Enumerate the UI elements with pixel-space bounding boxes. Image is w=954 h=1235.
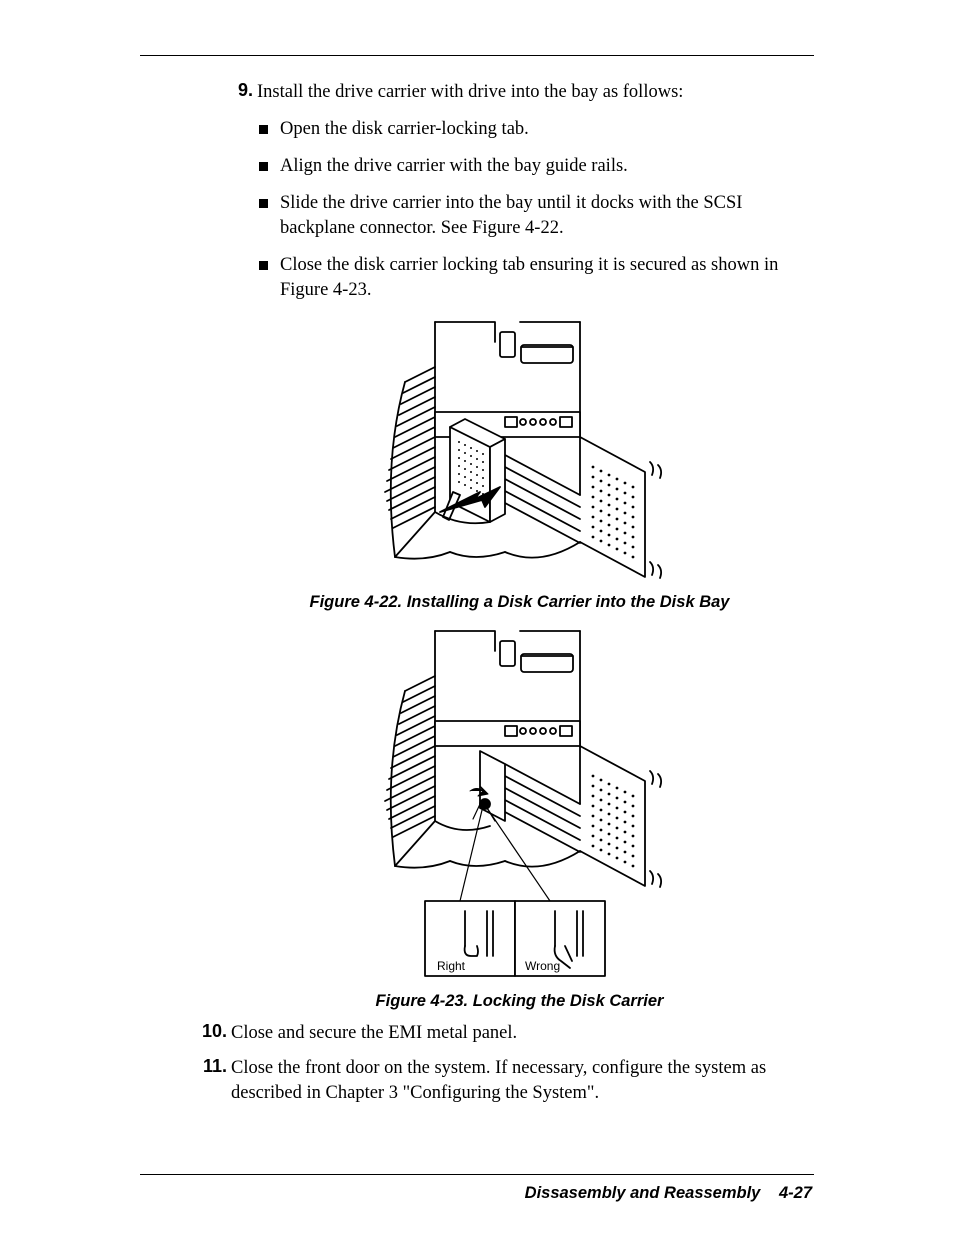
header-rule (140, 55, 814, 56)
bullet-square-icon (259, 125, 268, 134)
step-9-bullets: Open the disk carrier-locking tab. Align… (225, 117, 814, 303)
footer-page: 4-27 (779, 1184, 812, 1202)
drive-carrier-install-diagram (365, 317, 675, 587)
footer-section: Dissasembly and Reassembly (525, 1184, 761, 1202)
bullet-text: Open the disk carrier-locking tab. (280, 117, 814, 142)
step-number: 11. (199, 1056, 231, 1106)
bullet-square-icon (259, 261, 268, 270)
locking-disk-carrier-diagram: Right Wrong (365, 626, 675, 986)
bullet-item: Open the disk carrier-locking tab. (259, 117, 814, 142)
bullet-item: Close the disk carrier locking tab ensur… (259, 253, 814, 303)
step-9: 9. Install the drive carrier with drive … (225, 80, 814, 105)
figure-4-23: Right Wrong (225, 626, 814, 986)
footer: Dissasembly and Reassembly 4-27 (525, 1184, 812, 1203)
bullet-item: Slide the drive carrier into the bay unt… (259, 191, 814, 241)
step-10: 10. Close and secure the EMI metal panel… (199, 1021, 814, 1046)
bullet-text: Slide the drive carrier into the bay unt… (280, 191, 814, 241)
step-11: 11. Close the front door on the system. … (199, 1056, 814, 1106)
step-number: 10. (199, 1021, 231, 1046)
inset-wrong-label: Wrong (525, 959, 560, 973)
step-text: Install the drive carrier with drive int… (257, 80, 814, 105)
bullet-text: Close the disk carrier locking tab ensur… (280, 253, 814, 303)
figure-4-22-caption: Figure 4-22. Installing a Disk Carrier i… (225, 593, 814, 612)
bullet-item: Align the drive carrier with the bay gui… (259, 154, 814, 179)
page-content: 9. Install the drive carrier with drive … (225, 80, 814, 1116)
step-number: 9. (225, 80, 257, 105)
inset-right-label: Right (437, 959, 466, 973)
bullet-square-icon (259, 162, 268, 171)
step-text: Close the front door on the system. If n… (231, 1056, 814, 1106)
bullet-text: Align the drive carrier with the bay gui… (280, 154, 814, 179)
footer-rule (140, 1174, 814, 1175)
step-text: Close and secure the EMI metal panel. (231, 1021, 814, 1046)
figure-4-23-caption: Figure 4-23. Locking the Disk Carrier (225, 992, 814, 1011)
bullet-square-icon (259, 199, 268, 208)
figure-4-22 (225, 317, 814, 587)
